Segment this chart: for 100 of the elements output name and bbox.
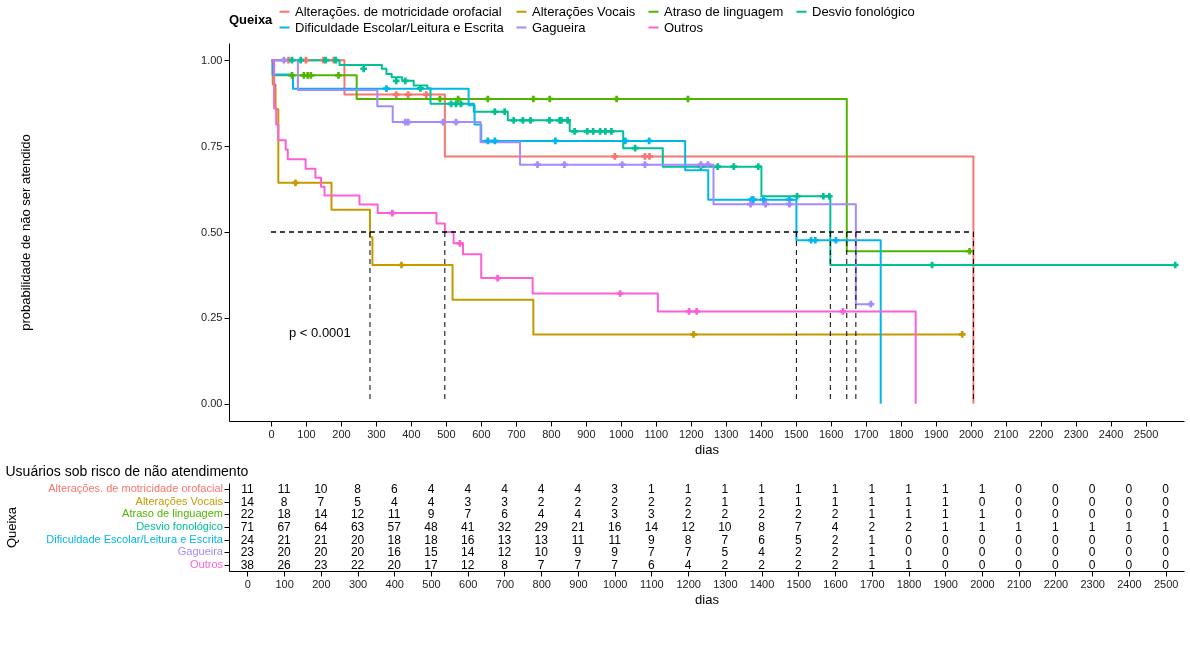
data-label: 8 <box>280 494 288 509</box>
data-label: 2 <box>794 507 802 522</box>
data-label: 4 <box>501 482 509 497</box>
data-label: 14 <box>644 520 659 534</box>
data-label: 20 <box>350 532 365 547</box>
data-label: 1 <box>831 482 839 497</box>
data-label: 7 <box>317 494 325 509</box>
x-tick-label: 300 <box>348 577 368 590</box>
y-axis-title: probabilidade de não ser atendido <box>18 134 34 331</box>
data-label: 4 <box>574 507 582 522</box>
y-tick-label: 0.50 <box>201 225 223 238</box>
data-label: 2 <box>831 532 839 547</box>
data-label: 12 <box>497 545 512 560</box>
data-label: 1 <box>905 507 913 522</box>
x-tick-label: 2500 <box>1153 577 1179 590</box>
data-label: 17 <box>424 557 439 572</box>
x-tick-label: 800 <box>542 427 561 440</box>
data-label: 1 <box>831 494 839 509</box>
data-label: 14 <box>461 545 475 560</box>
x-tick-label: 2200 <box>1043 577 1069 590</box>
data-label: 0 <box>1125 507 1133 522</box>
data-label: 1 <box>758 494 766 509</box>
x-tick-label: 1300 <box>713 577 738 590</box>
data-label: 9 <box>574 545 582 560</box>
data-label: 1 <box>721 494 729 509</box>
data-label: 1 <box>941 494 949 509</box>
data-label: 2 <box>758 557 766 572</box>
data-label: 7 <box>611 557 619 572</box>
data-label: 1 <box>868 545 876 560</box>
x-tick-label: 1600 <box>818 427 844 440</box>
data-label: 2 <box>537 494 545 509</box>
x-tick-label: 1000 <box>602 577 628 590</box>
data-label: 7 <box>464 507 472 522</box>
data-label: 1 <box>941 507 949 522</box>
data-label: 2 <box>611 494 619 509</box>
data-label: 0 <box>1015 557 1023 572</box>
data-label: 0 <box>1052 482 1060 497</box>
data-label: 67 <box>277 520 292 534</box>
data-label: 0 <box>1088 507 1096 522</box>
x-tick-label: 2000 <box>970 577 995 590</box>
data-label: 2 <box>868 520 876 534</box>
x-tick-label: 900 <box>577 427 596 440</box>
data-label: 0 <box>1052 507 1060 522</box>
data-label: 6 <box>390 482 398 497</box>
x-tick-label: 2100 <box>1006 577 1032 590</box>
x-tick-label: 2400 <box>1098 427 1124 440</box>
x-tick-label: 800 <box>532 577 551 590</box>
data-label: 5 <box>354 494 362 509</box>
data-label: 4 <box>427 494 435 509</box>
data-label: 0 <box>1088 494 1096 509</box>
x-tick-label: 2000 <box>958 427 984 440</box>
data-label: 0 <box>1015 532 1023 547</box>
data-label: 5 <box>794 532 802 547</box>
data-label: 20 <box>350 545 365 560</box>
legend-label: Alterações. de motricidade orofacial <box>295 3 502 19</box>
data-label: 32 <box>497 520 512 534</box>
y-tick-label: Gagueira <box>177 545 224 558</box>
data-label: 12 <box>681 520 696 534</box>
data-label: 3 <box>611 507 619 522</box>
y-tick-label: 0.75 <box>201 139 223 152</box>
data-label: 0 <box>1162 532 1170 547</box>
x-tick-label: 400 <box>385 577 404 590</box>
data-label: 4 <box>574 482 582 497</box>
y-tick-label: 0.25 <box>201 311 223 324</box>
data-label: 1 <box>684 482 692 497</box>
data-label: 10 <box>534 545 549 560</box>
legend-label: Alterações Vocais <box>532 3 636 19</box>
x-tick-label: 2300 <box>1080 577 1105 590</box>
data-label: 13 <box>534 532 549 547</box>
x-tick-label: 1800 <box>888 427 914 440</box>
data-label: 1 <box>905 557 913 572</box>
x-tick-label: 1900 <box>923 427 949 440</box>
data-label: 1 <box>868 557 876 572</box>
y-tick-label: Alterações. de motricidade orofacial <box>48 482 223 495</box>
data-label: 7 <box>684 545 692 560</box>
data-label: 38 <box>240 557 255 572</box>
x-axis-title: dias <box>695 441 720 457</box>
data-label: 9 <box>427 507 435 522</box>
x-tick-label: 1000 <box>609 427 634 440</box>
data-label: 57 <box>387 520 402 534</box>
data-label: 8 <box>758 520 766 534</box>
data-label: 1 <box>1088 520 1096 534</box>
data-label: 16 <box>607 520 622 534</box>
data-label: 8 <box>684 532 692 547</box>
data-label: 9 <box>611 545 619 560</box>
x-tick-label: 1200 <box>679 427 704 440</box>
data-label: 8 <box>501 557 509 572</box>
legend-title: Queixa <box>229 12 274 27</box>
x-tick-label: 1900 <box>933 577 958 590</box>
data-label: 2 <box>721 507 729 522</box>
x-tick-label: 1700 <box>853 427 879 440</box>
data-label: 2 <box>684 494 692 509</box>
data-label: 7 <box>574 557 582 572</box>
data-label: 4 <box>758 545 766 560</box>
legend-label: Outros <box>664 19 704 35</box>
data-label: 0 <box>1162 494 1170 509</box>
data-label: 3 <box>611 482 619 497</box>
data-label: 3 <box>501 494 509 509</box>
data-label: 0 <box>978 557 986 572</box>
data-label: 48 <box>424 520 439 534</box>
